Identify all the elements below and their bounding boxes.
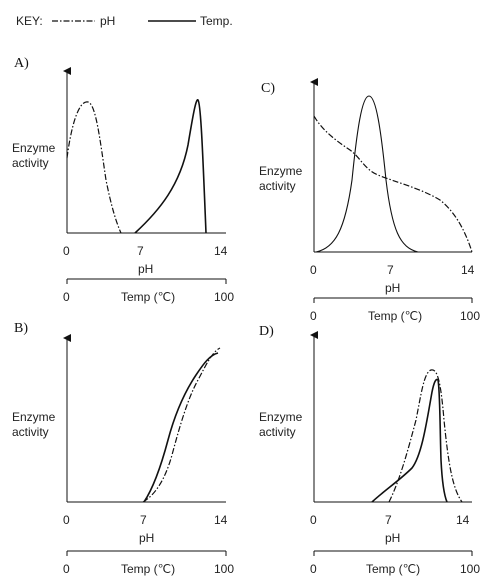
ph-axis-label: pH (138, 262, 153, 276)
temp-tick-0: 0 (63, 290, 70, 304)
temp-axis-label: Temp (℃) (121, 290, 175, 304)
temp-tick-0: 0 (63, 562, 70, 576)
key-title: KEY: (16, 14, 43, 28)
ph-curve (313, 115, 473, 253)
y-label-line1: Enzyme (12, 141, 56, 155)
ph-tick-7: 7 (387, 263, 394, 277)
y-label-line2: activity (12, 425, 49, 439)
ph-axis-label: pH (385, 531, 400, 545)
key-legend: KEY: pH Temp. (16, 14, 233, 28)
ph-curve (66, 101, 122, 234)
temp-tick-0: 0 (310, 309, 317, 323)
panel-b-label: B) (14, 321, 28, 336)
panel-c: C) Enzyme activity 0 7 14 pH 0 100 Temp … (259, 78, 480, 323)
ph-tick-14: 14 (461, 263, 475, 277)
ph-tick-7: 7 (137, 244, 144, 258)
ph-tick-0: 0 (310, 263, 317, 277)
temp-axis-label: Temp (℃) (121, 562, 175, 576)
y-label-line2: activity (259, 179, 296, 193)
temp-tick-100: 100 (214, 290, 234, 304)
temp-curve (315, 95, 419, 253)
temp-curve (143, 352, 219, 503)
ph-tick-14: 14 (214, 244, 228, 258)
panel-a-label: A) (14, 56, 29, 71)
y-label-line2: activity (12, 156, 49, 170)
ph-tick-14: 14 (456, 513, 470, 527)
ph-tick-0: 0 (63, 244, 70, 258)
temp-tick-100: 100 (460, 309, 480, 323)
y-label-line1: Enzyme (259, 164, 303, 178)
ph-tick-0: 0 (63, 513, 70, 527)
y-label-line1: Enzyme (259, 410, 303, 424)
ph-axis-label: pH (139, 531, 154, 545)
ph-axis-label: pH (385, 281, 400, 295)
y-label-line2: activity (259, 425, 296, 439)
y-label-line1: Enzyme (12, 410, 56, 424)
temp-tick-100: 100 (460, 562, 480, 576)
panel-d: D) Enzyme activity 0 7 14 pH 0 100 Temp … (259, 324, 480, 576)
temp-axis-label: Temp (℃) (368, 309, 422, 323)
ph-curve (388, 369, 463, 503)
panel-c-label: C) (261, 81, 275, 96)
key-temp-label: Temp. (200, 14, 233, 28)
ph-tick-7: 7 (140, 513, 147, 527)
panel-a: A) Enzyme activity 0 7 14 pH 0 100 Temp … (12, 56, 234, 304)
ph-tick-0: 0 (310, 513, 317, 527)
ph-tick-14: 14 (214, 513, 228, 527)
temp-curve (134, 99, 207, 234)
temp-axis-label: Temp (℃) (366, 562, 420, 576)
panel-b: B) Enzyme activity 0 7 14 pH 0 100 Temp … (12, 321, 234, 576)
ph-tick-7: 7 (385, 513, 392, 527)
key-ph-label: pH (100, 14, 115, 28)
temp-curve (371, 378, 448, 503)
temp-tick-100: 100 (214, 562, 234, 576)
temp-tick-0: 0 (310, 562, 317, 576)
panel-d-label: D) (259, 324, 274, 339)
ph-curve (142, 347, 221, 503)
